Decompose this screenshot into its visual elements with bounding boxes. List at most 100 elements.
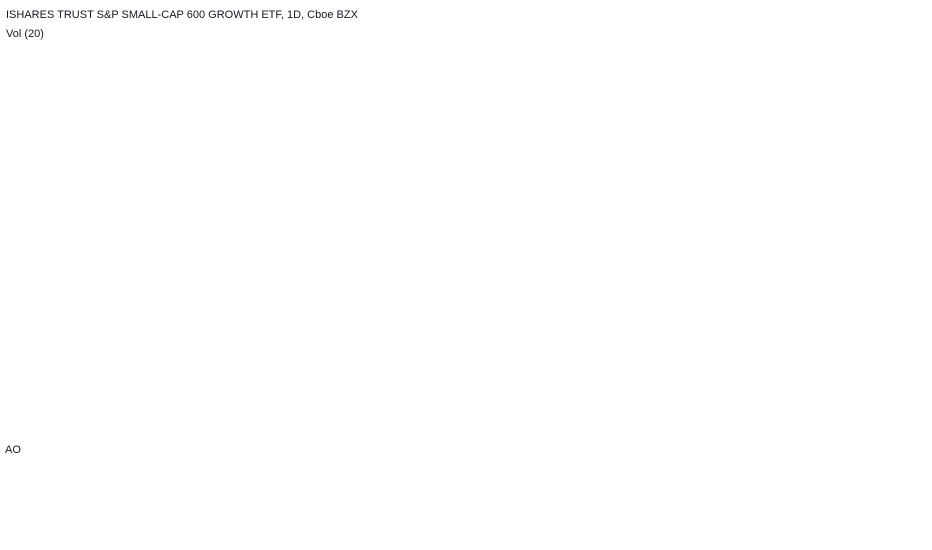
volume-bar — [34, 406, 41, 430]
ao-bar — [223, 444, 230, 467]
current-price-box — [699, 187, 719, 197]
volume-bar — [637, 406, 644, 430]
volume-bar — [169, 406, 176, 430]
price-point — [507, 239, 512, 243]
volume-bar — [232, 406, 238, 430]
volume-bar — [263, 394, 270, 430]
ao-bar — [214, 449, 222, 467]
ao-bar — [272, 462, 279, 467]
ao-bar — [378, 467, 386, 507]
volume-bar — [419, 406, 426, 430]
ao-bar — [346, 464, 353, 467]
ao-bar — [411, 467, 419, 502]
volume-bar — [190, 394, 197, 430]
price-point — [549, 192, 553, 196]
volume-bar — [179, 406, 186, 430]
volume-bar — [388, 394, 395, 430]
volume-bar — [148, 406, 155, 430]
ao-bar — [468, 467, 476, 477]
price-point — [626, 165, 631, 169]
volume-bar — [55, 394, 62, 430]
volume-bar — [44, 358, 51, 430]
ao-bar — [124, 454, 132, 467]
price-point — [464, 174, 469, 178]
price-point — [528, 221, 532, 225]
price-point — [224, 183, 228, 187]
volume-bar — [606, 406, 613, 430]
price-tick-label: 200.00 — [886, 122, 917, 133]
ao-bar — [599, 462, 607, 467]
price-point — [578, 168, 582, 172]
volume-bar — [127, 406, 134, 430]
ao-bar — [681, 467, 689, 480]
volume-bar — [304, 382, 311, 430]
ao-bar — [624, 459, 631, 467]
ao-bar — [526, 444, 533, 467]
wave-annotations: (X) (C) (A) (W) (B) (Y) — [351, 67, 850, 294]
volume-bar — [398, 370, 405, 430]
volume-bar — [273, 406, 280, 430]
ao-bar — [452, 467, 459, 507]
ao-bar — [558, 462, 566, 467]
wave-label: (Y) — [830, 254, 850, 271]
price-point — [689, 192, 694, 196]
ao-bar — [640, 464, 648, 467]
volume-bar — [544, 406, 551, 430]
ao-bar — [550, 457, 558, 467]
volume-bar — [679, 418, 686, 430]
time-tick-label: Mar — [563, 534, 581, 545]
volume-bar — [107, 394, 114, 430]
ao-bar — [395, 467, 402, 482]
price-point — [611, 171, 615, 175]
price-point — [478, 224, 482, 228]
price-point — [593, 186, 597, 190]
ao-tick-label: 0.0000 — [886, 463, 917, 474]
wave-label: (C) — [756, 73, 777, 90]
wave-label: (A) — [594, 126, 614, 143]
ao-bar — [321, 454, 328, 467]
price-point — [417, 204, 421, 208]
ao-bar — [477, 462, 484, 467]
volume-bar — [23, 394, 30, 430]
ao-bar — [231, 447, 238, 467]
price-point — [658, 183, 663, 187]
time-tick-label: Jul — [710, 534, 723, 545]
volume-bar — [429, 394, 436, 430]
price-point — [110, 233, 114, 237]
price-point — [694, 192, 698, 196]
ao-bar — [2, 459, 9, 467]
time-tick-label: Nov — [420, 534, 438, 545]
volume-bar — [86, 406, 93, 430]
volume-bar — [346, 394, 353, 430]
grid — [0, 0, 876, 525]
volume-bar — [481, 394, 488, 430]
volume-bar — [575, 418, 582, 430]
price-point — [60, 212, 64, 217]
ao-label: AO — [5, 444, 21, 456]
ao-bar — [329, 459, 337, 467]
ao-bar — [542, 452, 550, 467]
volume-bar — [367, 382, 374, 430]
wave-label: (B) — [682, 237, 702, 254]
time-tick-label: Sep — [781, 534, 799, 545]
volume-bar — [669, 418, 676, 430]
volume-bar — [523, 418, 530, 430]
ao-bar — [157, 459, 165, 467]
volume-bar — [513, 406, 520, 430]
price-point — [78, 195, 82, 199]
ao-bar — [354, 467, 361, 470]
ao-bar — [182, 462, 189, 467]
price-point — [303, 139, 307, 143]
ao-bar — [444, 467, 451, 515]
volume-bar — [648, 394, 655, 430]
volume-bar — [13, 406, 20, 430]
volume-bar — [492, 382, 499, 430]
ao-bar — [460, 467, 468, 492]
ao-bar — [34, 452, 42, 467]
ao-bar — [313, 449, 320, 467]
volume-bar — [554, 406, 561, 430]
ao-bar — [264, 459, 271, 467]
price-point — [642, 165, 646, 169]
